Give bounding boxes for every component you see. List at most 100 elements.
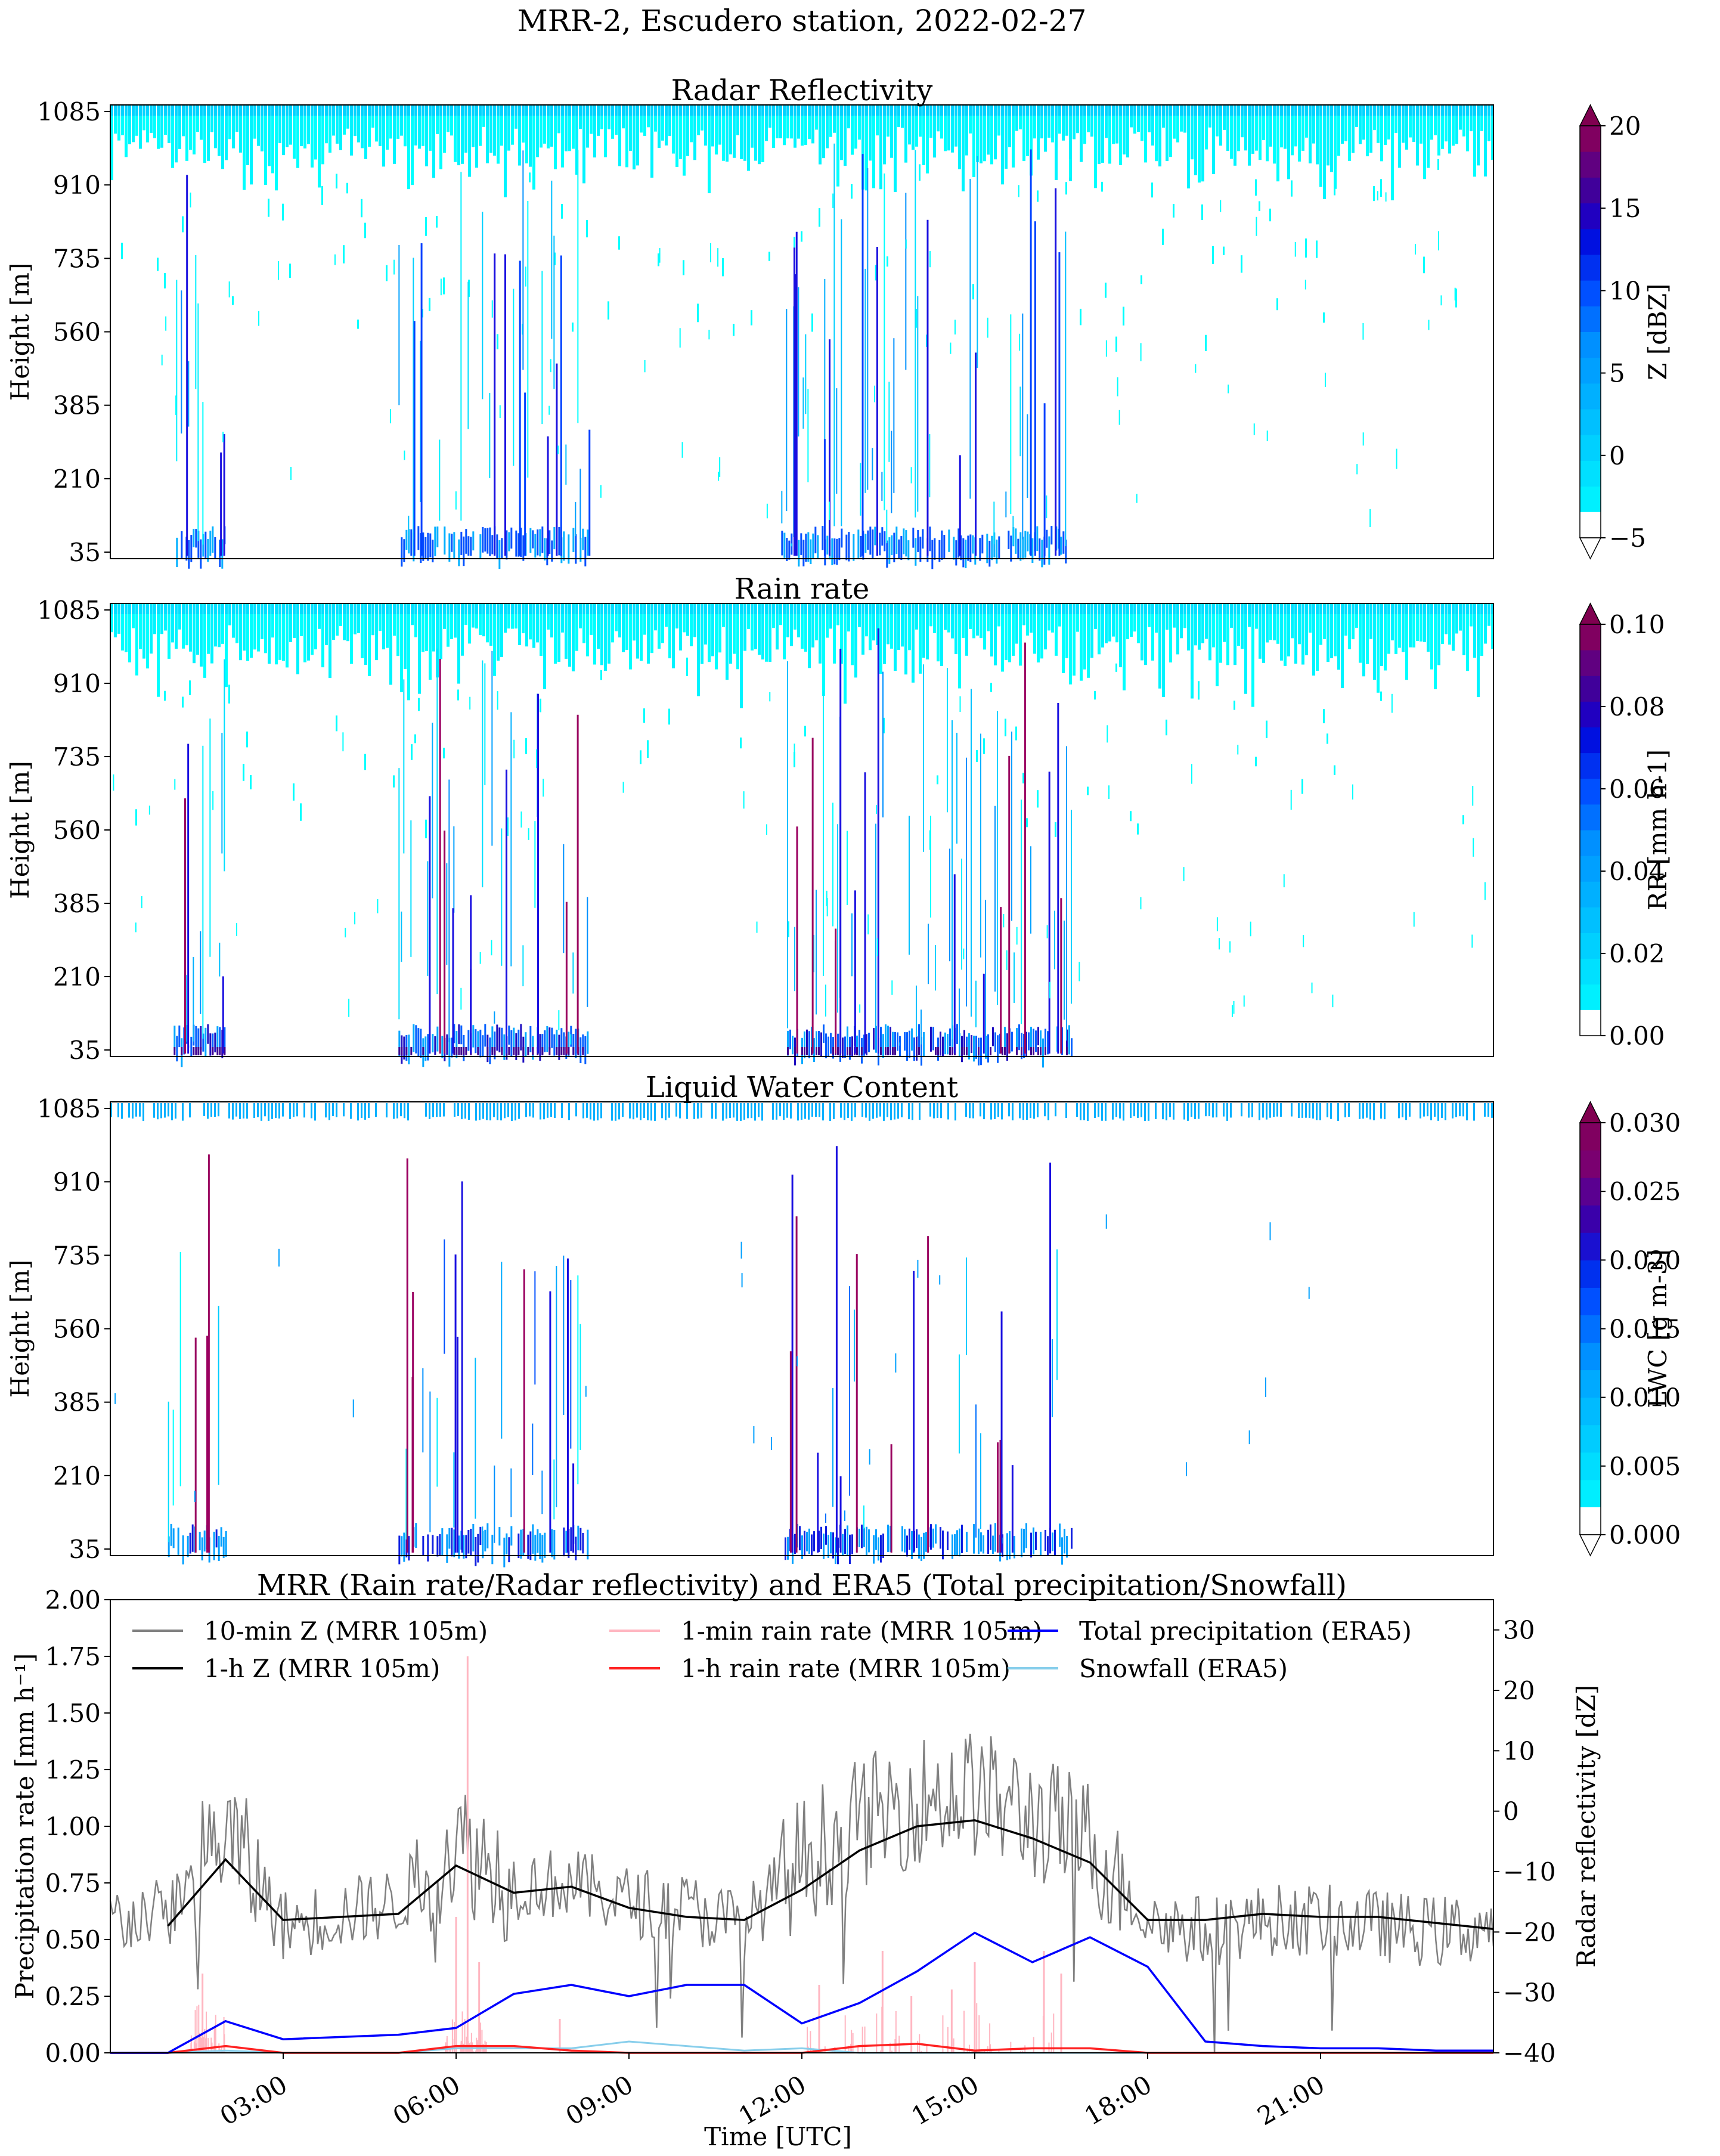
heatmap-cell [1491, 116, 1494, 160]
heatmap-cell [160, 614, 163, 634]
heatmap-cell [184, 798, 186, 1054]
heatmap-cell [858, 614, 861, 627]
heatmap-cell [1405, 614, 1408, 680]
heatmap-cell [177, 1528, 179, 1555]
heatmap-cell [1058, 252, 1061, 556]
heatmap-cell [1205, 105, 1208, 122]
heatmap-cell [489, 105, 492, 122]
heatmap-cell [541, 1535, 544, 1563]
heatmap-cell [139, 1103, 141, 1117]
heatmap-cell [859, 1004, 861, 1013]
heatmap-cell [736, 116, 739, 135]
heatmap-cell [1305, 603, 1308, 620]
heatmap-cell [633, 1103, 634, 1120]
heatmap-cell [1080, 1103, 1081, 1120]
heatmap-cell [253, 614, 256, 650]
heatmap-cell [604, 603, 607, 619]
heatmap-cell [1428, 320, 1430, 330]
heatmap-cell [350, 603, 353, 618]
heatmap-cell [873, 1028, 875, 1050]
heatmap-cell [200, 614, 203, 667]
heatmap-cell [396, 614, 399, 656]
heatmap-cell [875, 265, 876, 281]
heatmap-cell [1305, 116, 1308, 138]
heatmap-cell [608, 116, 610, 129]
heatmap-cell [1030, 614, 1033, 633]
heatmap-cell [1362, 116, 1365, 140]
heatmap-cell [835, 1146, 838, 1553]
heatmap-cell [1001, 1103, 1003, 1120]
heatmap-cell [529, 528, 532, 553]
heatmap-cell [1133, 614, 1136, 632]
heatmap-cell [912, 105, 915, 119]
heatmap-cell [1223, 603, 1226, 619]
heatmap-cell [232, 296, 234, 305]
heatmap-cell [1037, 614, 1040, 663]
heatmap-cell [593, 116, 596, 158]
heatmap-cell [455, 1047, 458, 1055]
heatmap-cell [1004, 1047, 1006, 1055]
heatmap-cell [957, 528, 960, 558]
legend-label: Total precipitation (ERA5) [1079, 1616, 1412, 1646]
heatmap-cell [440, 278, 442, 296]
heatmap-cell [458, 1047, 460, 1055]
heatmap-cell [751, 1103, 752, 1119]
heatmap-cell [683, 116, 686, 176]
heatmap-cell [477, 1047, 479, 1055]
heatmap-cell [469, 696, 471, 710]
heatmap-cell [851, 614, 854, 665]
heatmap-cell [346, 116, 349, 129]
heatmap-cell [1054, 910, 1055, 969]
heatmap-cell [801, 116, 804, 146]
heatmap-cell [336, 715, 337, 732]
heatmap-cell [1244, 105, 1247, 120]
heatmap-cell [204, 1027, 207, 1057]
heatmap-cell [1269, 1103, 1271, 1118]
panel-title: MRR (Rain rate/Radar reflectivity) and E… [257, 1569, 1347, 1602]
heatmap-cell [1006, 1033, 1008, 1061]
heatmap-cell [668, 603, 671, 621]
heatmap-cell [534, 821, 536, 908]
heatmap-cell [849, 1534, 851, 1564]
heatmap-cell [1019, 1103, 1021, 1119]
heatmap-cell [465, 1047, 467, 1055]
heatmap-cell [1148, 1103, 1149, 1121]
heatmap-cell [1212, 116, 1215, 174]
heatmap-cell [906, 1032, 908, 1061]
heatmap-cell [296, 614, 299, 674]
heatmap-cell [307, 614, 310, 661]
heatmap-cell [386, 603, 389, 621]
heatmap-cell [1026, 116, 1029, 156]
heatmap-cell [1466, 603, 1469, 619]
heatmap-cell [404, 450, 405, 460]
heatmap-cell [1402, 116, 1405, 143]
heatmap-cell [842, 1037, 844, 1058]
heatmap-cell [922, 529, 924, 549]
heatmap-cell [1105, 105, 1108, 121]
heatmap-cell [944, 1032, 946, 1055]
heatmap-cell [901, 105, 904, 118]
heatmap-cell [990, 1103, 992, 1120]
heatmap-cell [865, 116, 868, 191]
heatmap-cell [894, 603, 897, 620]
heatmap-cell [371, 116, 374, 128]
heatmap-cell [1136, 494, 1138, 503]
heatmap-cell [157, 105, 160, 121]
heatmap-cell [171, 614, 174, 643]
heatmap-cell [544, 1030, 546, 1052]
heatmap-cell [790, 603, 793, 621]
heatmap-cell [121, 243, 123, 259]
heatmap-cell [944, 603, 947, 617]
heatmap-cell [1369, 509, 1371, 528]
heatmap-cell [1022, 105, 1025, 123]
colorbar-segment [1580, 881, 1601, 907]
heatmap-cell [448, 533, 451, 562]
heatmap-cell [479, 614, 482, 636]
heatmap-cell [216, 1026, 219, 1049]
heatmap-cell [937, 603, 940, 616]
heatmap-cell [289, 603, 292, 618]
heatmap-cell [232, 105, 235, 121]
heatmap-cell [808, 614, 811, 668]
heatmap-cell [235, 1103, 237, 1117]
heatmap-cell [811, 313, 813, 332]
